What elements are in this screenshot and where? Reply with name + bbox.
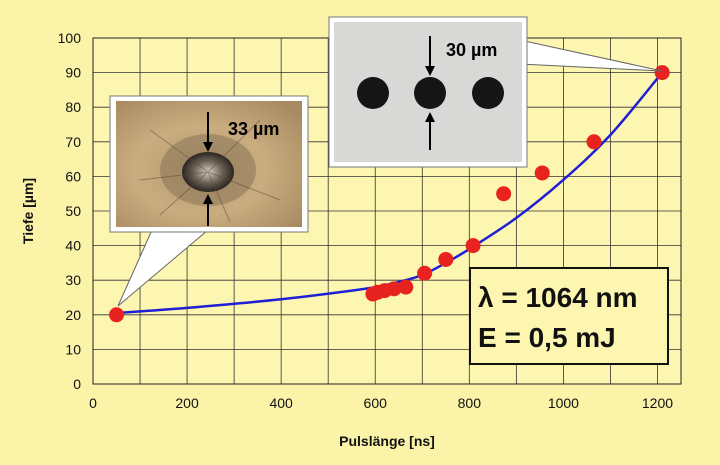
data-point [386,281,402,297]
parameter-box: λ = 1064 nm E = 0,5 mJ [469,267,669,365]
data-points [109,65,670,323]
y-tick-label: 70 [65,134,81,150]
data-point [398,279,414,295]
x-tick-label: 600 [364,395,388,411]
data-point [496,186,512,202]
y-ticks: 0 10 20 30 40 50 60 70 80 90 100 [58,30,82,392]
callout-left: 33 µm [109,95,309,307]
scale-label-right: 30 µm [446,40,497,60]
x-tick-label: 1000 [548,395,579,411]
callout-right: 30 µm [328,16,663,168]
y-tick-label: 10 [65,341,81,357]
x-tick-label: 0 [89,395,97,411]
data-point [417,265,433,281]
data-point [109,307,125,323]
data-point [534,165,550,181]
data-point [465,238,481,254]
y-tick-label: 50 [65,203,81,219]
photo-holes-image [334,22,522,162]
y-tick-label: 20 [65,307,81,323]
y-tick-label: 30 [65,272,81,288]
x-tick-label: 800 [458,395,482,411]
photo-crater-image [116,101,302,227]
parameter-box-frame [469,267,669,365]
wavelength-label: λ = 1064 nm [478,282,638,313]
y-tick-label: 80 [65,99,81,115]
y-tick-label: 40 [65,238,81,254]
y-tick-label: 60 [65,168,81,184]
x-axis-label: Pulslänge [ns] [339,433,435,449]
x-ticks: 0 200 400 600 800 1000 1200 [89,395,673,411]
x-tick-label: 400 [269,395,293,411]
energy-label: E = 0,5 mJ [478,322,616,353]
x-tick-label: 200 [175,395,199,411]
scale-label-left: 33 µm [228,119,279,139]
y-tick-label: 0 [73,376,81,392]
data-point [438,251,454,267]
y-tick-label: 90 [65,65,81,81]
data-point [586,134,602,150]
x-tick-label: 1200 [642,395,673,411]
y-axis-label: Tiefe [µm] [20,178,36,244]
data-point [654,65,670,81]
y-tick-label: 100 [58,30,82,46]
